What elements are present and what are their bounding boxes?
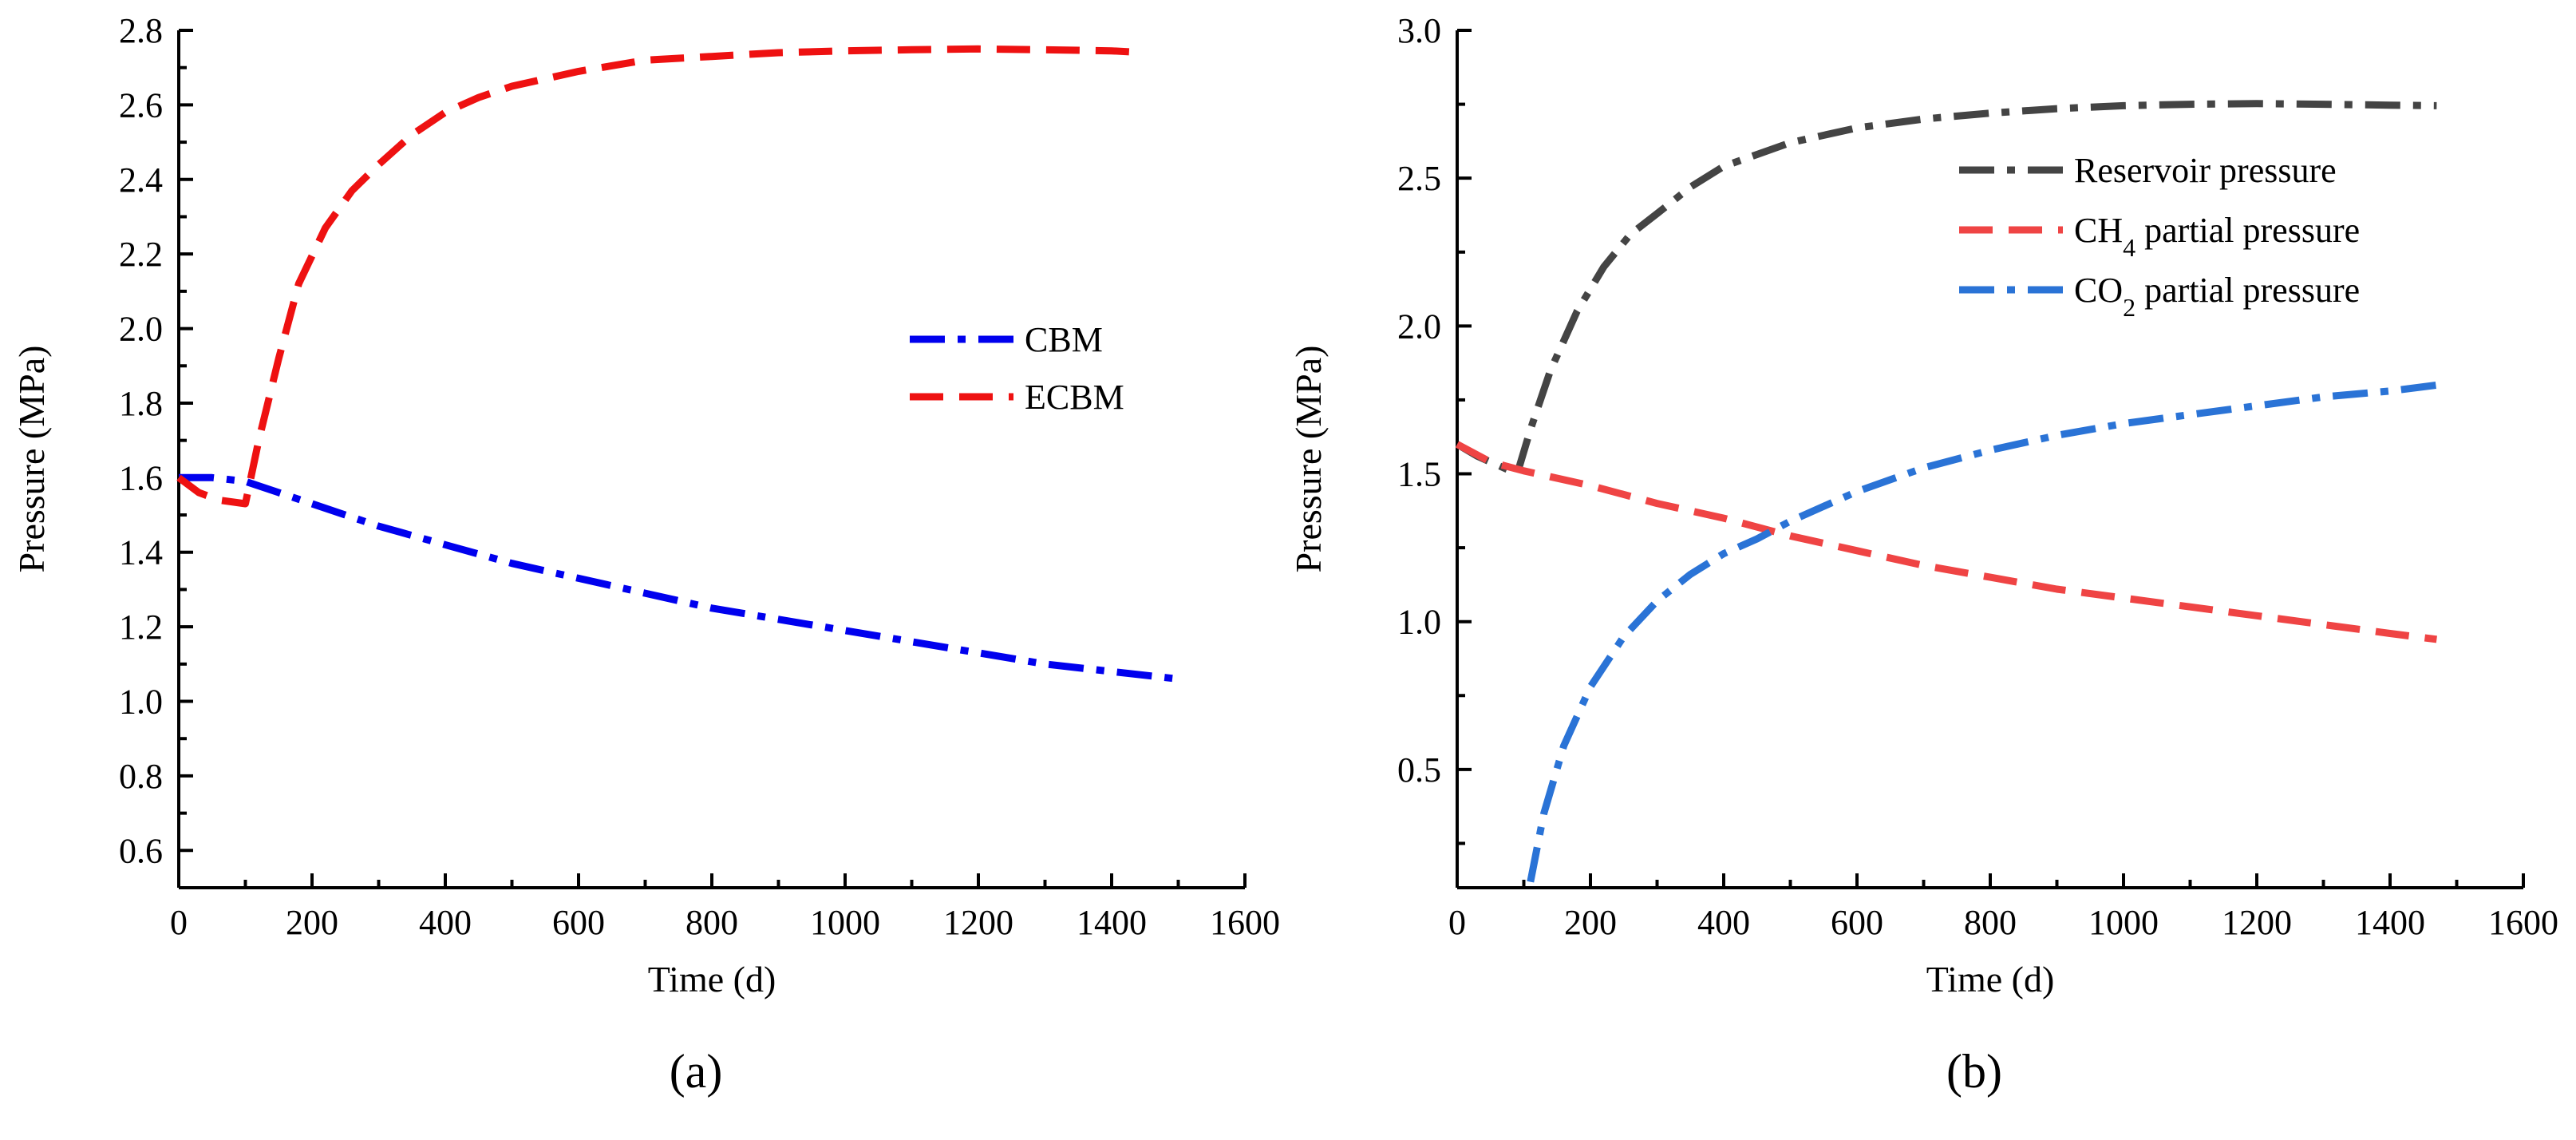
panel-b-legend-label-co2-partial-pressure: CO2 partial pressure: [2074, 271, 2360, 322]
panel-a-x-tick-label: 1200: [943, 903, 1013, 942]
panel-b-legend-label-ch4-partial-pressure: CH4 partial pressure: [2074, 211, 2360, 262]
panel-b-x-tick-label: 0: [1448, 903, 1466, 942]
panel-b-x-tick-label: 800: [1964, 903, 2017, 942]
panel-b-legend: Reservoir pressure CH4 partial pressure CO…: [1959, 151, 2360, 322]
panel-b-y-tick-label: 2.0: [1397, 307, 1441, 346]
panel-b-y-tick-label: 2.5: [1397, 159, 1441, 198]
panel-a-legend: CBM ECBM: [910, 320, 1124, 417]
panel-a-x-tick-label: 600: [552, 903, 605, 942]
panel-a-y-tick-label: 2.6: [119, 85, 163, 125]
panel-b-x-tick-label: 600: [1831, 903, 1883, 942]
panel-b-series-ch4-partial-pressure: [1455, 441, 2437, 643]
panel-b-x-tick-label: 400: [1697, 903, 1750, 942]
panel-a-x-axis-title: Time (d): [648, 959, 776, 999]
panel-b-legend-label-reservoir-pressure: Reservoir pressure: [2074, 151, 2337, 190]
panel-a-x-tick-label: 1400: [1077, 903, 1147, 942]
panel-a-legend-label-ecbm: ECBM: [1025, 378, 1124, 417]
panel-a-x-tick-label: 800: [685, 903, 738, 942]
panel-a-legend-label-cbm: CBM: [1025, 320, 1103, 359]
panel-a-y-tick-label: 2.4: [119, 160, 163, 200]
panel-a-y-tick-label: 1.4: [119, 533, 163, 572]
panel-a-y-tick-label: 2.2: [119, 235, 163, 274]
panel-b-label: (b): [1946, 1045, 2002, 1098]
panel-a-x-tick-label: 0: [170, 903, 188, 942]
panel-b-y-tick-label: 3.0: [1397, 11, 1441, 50]
panel-b-x-tick-label: 1200: [2222, 903, 2292, 942]
panel-b-series-reservoir-pressure: [1455, 100, 2437, 477]
panel-b-y-tick-label: 0.5: [1397, 750, 1441, 790]
panel-a-y-tick-label: 1.8: [119, 384, 163, 423]
panel-a-y-tick-label: 0.6: [119, 831, 163, 870]
panel-a-y-axis-title: Pressure (MPa): [11, 346, 52, 573]
panel-a-y-tick-label: 2.0: [119, 310, 163, 349]
panel-a-label: (a): [670, 1045, 723, 1098]
panel-b-y-axis-title: Pressure (MPa): [1288, 346, 1329, 573]
panel-b-y-tick-label: 1.0: [1397, 603, 1441, 642]
chart-panel-b: 0 200 400 600 800 1000 1200 1400 1600 0.5 1.0 1.5 2.…: [1288, 11, 2558, 1098]
panel-b-y-tick-label: 1.5: [1397, 455, 1441, 494]
panel-a-y-tick-label: 1.0: [119, 683, 163, 722]
panel-a-x-tick-label: 200: [286, 903, 338, 942]
panel-b-x-tick-label: 1600: [2488, 903, 2558, 942]
panel-a-x-tick-label: 1000: [810, 903, 880, 942]
panel-a-series-cbm: [179, 473, 1179, 683]
panel-a-y-tick-label: 1.6: [119, 458, 163, 497]
panel-a-series-ecbm: [176, 45, 1146, 508]
panel-a-y-tick-label: 2.8: [119, 11, 163, 50]
panel-a-y-tick-label: 1.2: [119, 608, 163, 647]
panel-b-x-tick-label: 200: [1564, 903, 1617, 942]
panel-b-series-co2-partial-pressure: [1527, 381, 2437, 883]
panel-b-x-tick-label: 1400: [2355, 903, 2425, 942]
panel-a-x-tick-label: 400: [419, 903, 472, 942]
panel-a-y-tick-label: 0.8: [119, 757, 163, 796]
panel-b-x-axis-title: Time (d): [1926, 959, 2055, 999]
panel-b-x-tick-label: 1000: [2088, 903, 2159, 942]
chart-panel-a: 0 200 400 600 800 1000 1200 1400 1600 0.6 0.8 1.0 1.…: [11, 11, 1280, 1098]
panel-a-x-tick-label: 1600: [1210, 903, 1280, 942]
